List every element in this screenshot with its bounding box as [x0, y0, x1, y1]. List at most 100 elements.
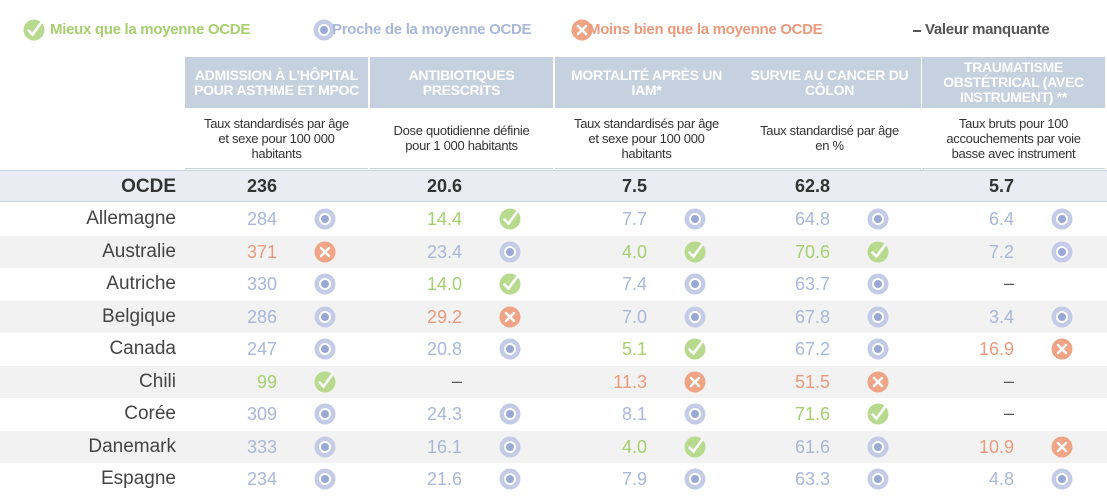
dot-icon [867, 338, 889, 360]
cross-icon [1051, 436, 1073, 458]
cross-icon [314, 241, 336, 263]
dot-icon [684, 306, 706, 328]
cell-value: 6.4 [988, 209, 1014, 230]
column-title: SURVIE AU CANCER DU CÔLON [738, 57, 921, 108]
country-name: Australie [102, 240, 176, 262]
cell-value: 51.5 [794, 371, 830, 392]
cell-value: 5.1 [621, 339, 647, 360]
dot-icon [684, 403, 706, 425]
cell-value: 371 [246, 241, 277, 262]
column-subtitle: Dose quotidienne définie pour 1 000 habi… [370, 108, 553, 169]
check-icon [23, 19, 45, 41]
column-title: MORTALITÉ APRÈS UN IAM* [555, 57, 738, 108]
oecd-value: 7.5 [621, 176, 647, 196]
dot-icon [314, 436, 336, 458]
cell-value: 71.6 [794, 404, 830, 425]
country-name: Autriche [106, 273, 176, 295]
cross-icon [571, 19, 593, 41]
cross-icon [684, 371, 706, 393]
row-band [0, 365, 1107, 398]
cell-value: 67.2 [794, 339, 830, 360]
check-icon [499, 273, 521, 295]
dot-icon [867, 273, 889, 295]
check-icon [684, 241, 706, 263]
check-icon [499, 208, 521, 230]
check-icon [684, 338, 706, 360]
check-icon [684, 436, 706, 458]
column-subtitle: Taux bruts pour 100 accouchements par vo… [922, 108, 1105, 169]
cross-icon [867, 371, 889, 393]
dot-icon [314, 468, 336, 490]
cell-value: 7.7 [621, 209, 647, 230]
dot-icon [314, 306, 336, 328]
cell-value: 8.1 [621, 404, 647, 425]
cell-value: 29.2 [426, 306, 462, 327]
cell-value: 309 [246, 404, 277, 425]
cross-icon [499, 306, 521, 328]
dot-icon [313, 19, 335, 41]
dot-icon [499, 436, 521, 458]
country-name: Corée [124, 403, 176, 425]
country-name: Chili [139, 370, 176, 392]
dot-icon [314, 208, 336, 230]
cell-value: 7.2 [988, 241, 1014, 262]
legend-label: Moins bien que la moyenne OCDE [588, 21, 823, 38]
cell-value: 70.6 [794, 241, 830, 262]
cell-value: 14.0 [426, 274, 462, 295]
cell-value: 7.0 [621, 306, 647, 327]
cell-value: 330 [246, 274, 277, 295]
dot-icon [499, 468, 521, 490]
cell-value: 7.9 [621, 469, 647, 490]
missing-value: – [1003, 273, 1014, 294]
cell-value: 21.6 [426, 469, 462, 490]
cell-value: 7.4 [621, 274, 647, 295]
column-subtitle: Taux standardisé par âge en % [738, 108, 921, 169]
cell-value: 286 [246, 306, 277, 327]
country-name: Canada [109, 338, 176, 360]
cell-value: 284 [246, 209, 277, 230]
oecd-band [0, 170, 1107, 202]
column-subtitle: Taux standardisés par âge et sexe pour 1… [555, 108, 738, 169]
country-name: Danemark [88, 435, 176, 457]
dot-icon [684, 468, 706, 490]
cell-value: 63.3 [794, 469, 830, 490]
cell-value: 20.8 [426, 339, 462, 360]
legend-label: Mieux que la moyenne OCDE [50, 21, 251, 38]
cell-value: 4.0 [621, 241, 647, 262]
legend-dash [913, 30, 921, 32]
row-band [0, 235, 1107, 268]
cell-value: 63.7 [794, 274, 830, 295]
dot-icon [684, 273, 706, 295]
legend-label: Valeur manquante [925, 21, 1050, 38]
cross-icon [1051, 338, 1073, 360]
cell-value: 4.0 [621, 436, 647, 457]
row-band [0, 430, 1107, 463]
dot-icon [499, 241, 521, 263]
dot-icon [1051, 208, 1073, 230]
dot-icon [867, 306, 889, 328]
check-icon [867, 241, 889, 263]
dot-icon [314, 338, 336, 360]
cell-value: 67.8 [794, 306, 830, 327]
column-title: ANTIBIOTIQUES PRESCRITS [370, 57, 553, 108]
missing-value: – [1003, 370, 1014, 391]
cell-value: 61.6 [794, 436, 830, 457]
missing-value: – [451, 370, 462, 391]
dot-icon [684, 208, 706, 230]
column-title: ADMISSION À L’HÔPITAL POUR ASTHME ET MPO… [185, 57, 368, 108]
cell-value: 23.4 [426, 241, 462, 262]
cell-value: 333 [246, 436, 277, 457]
oecd-value: 236 [246, 176, 277, 196]
country-name: Espagne [100, 468, 176, 490]
missing-value: – [1003, 403, 1014, 424]
dot-icon [499, 403, 521, 425]
dot-icon [314, 403, 336, 425]
oecd-value: 5.7 [988, 176, 1014, 196]
cell-value: 247 [246, 339, 277, 360]
country-name: Belgique [102, 305, 176, 327]
cell-value: 14.4 [426, 209, 462, 230]
cell-value: 4.8 [988, 469, 1014, 490]
cell-value: 3.4 [988, 306, 1014, 327]
cell-value: 11.3 [613, 371, 647, 392]
